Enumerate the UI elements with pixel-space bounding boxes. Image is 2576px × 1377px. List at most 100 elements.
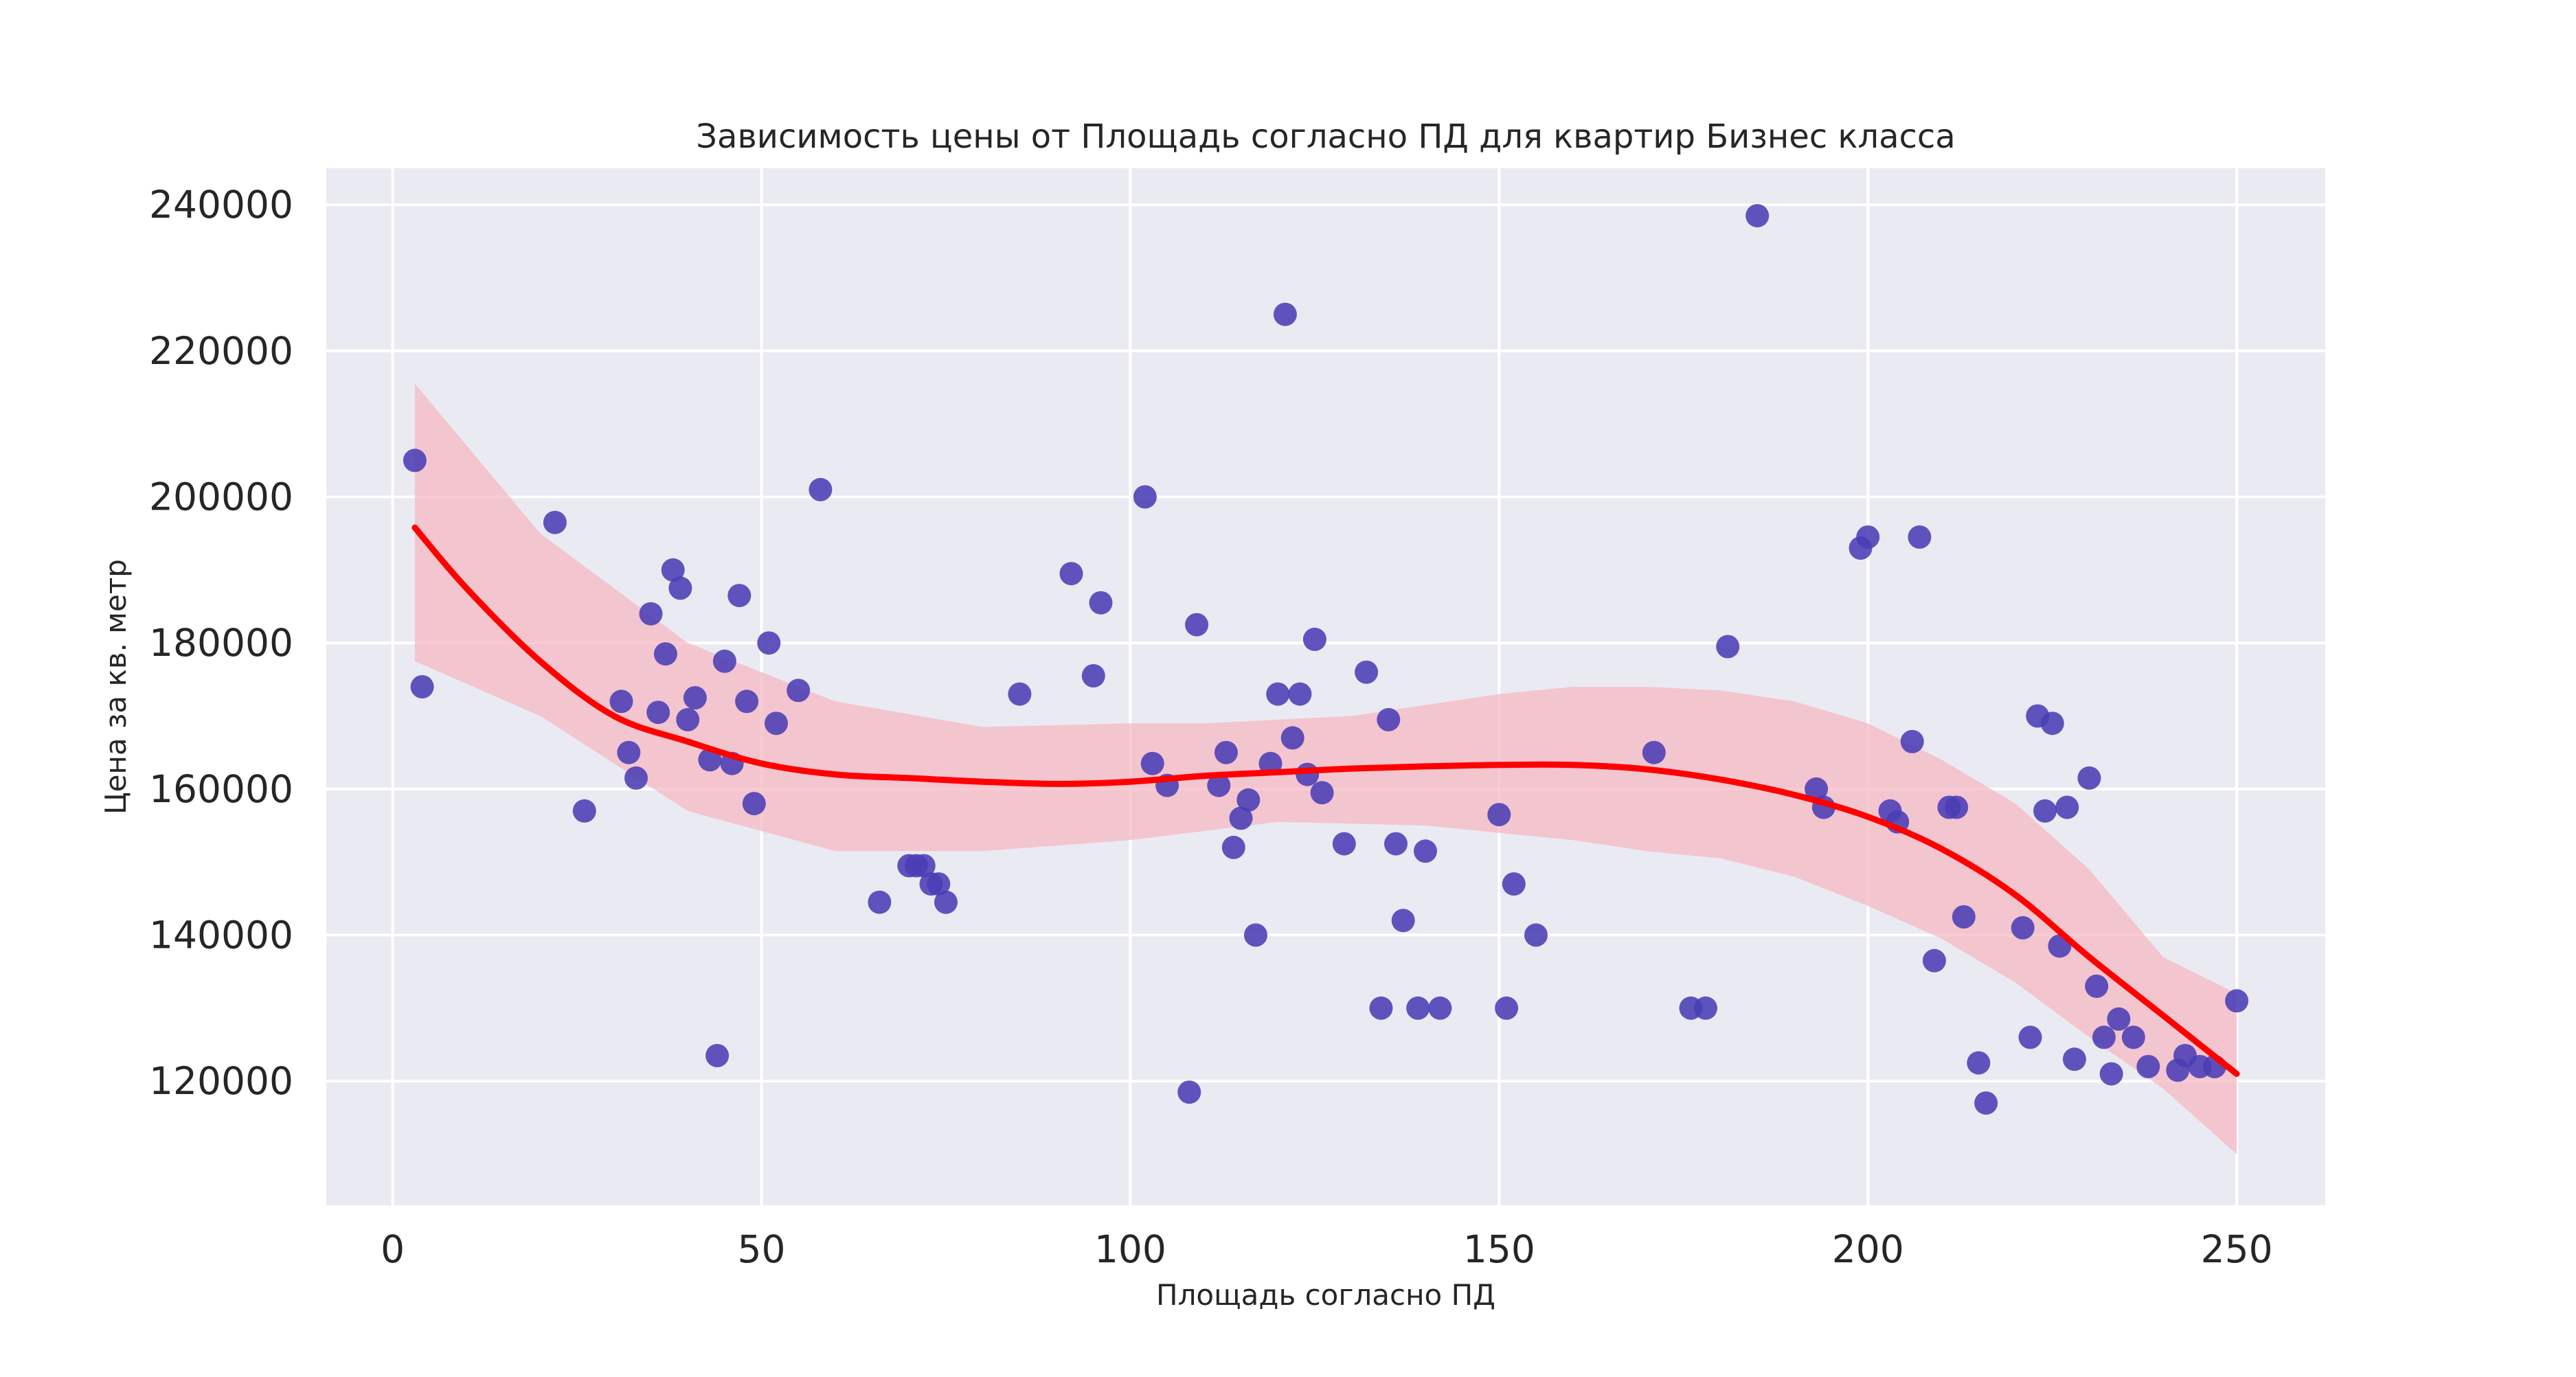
y-tick-label: 120000 bbox=[149, 1059, 293, 1103]
data-point bbox=[1406, 996, 1430, 1020]
data-point bbox=[676, 707, 700, 731]
data-point bbox=[1302, 627, 1326, 651]
data-point bbox=[698, 748, 722, 772]
chart-title: Зависимость цены от Площадь согласно ПД … bbox=[696, 117, 1955, 156]
x-tick-label: 150 bbox=[1463, 1227, 1535, 1271]
data-point bbox=[1369, 996, 1393, 1020]
data-point bbox=[1952, 905, 1976, 929]
data-point bbox=[1214, 740, 1238, 764]
data-point bbox=[1288, 682, 1312, 706]
y-tick-label: 180000 bbox=[149, 621, 293, 665]
data-point bbox=[1922, 948, 1946, 972]
data-point bbox=[2136, 1055, 2160, 1078]
data-point bbox=[868, 890, 892, 914]
data-point bbox=[639, 602, 663, 626]
data-point bbox=[809, 477, 833, 501]
tick-labels: 0 50 100 150 200 250 120000 140000 160000 180000 2… bbox=[149, 183, 2273, 1271]
data-point bbox=[1185, 613, 1209, 637]
y-tick-label: 240000 bbox=[149, 183, 293, 227]
x-tick-label: 250 bbox=[2201, 1227, 2273, 1271]
data-point bbox=[2018, 1025, 2042, 1049]
x-tick-label: 200 bbox=[1832, 1227, 1904, 1271]
data-point bbox=[1081, 664, 1105, 687]
data-point bbox=[2011, 915, 2035, 940]
data-point bbox=[1384, 832, 1408, 856]
data-point bbox=[1642, 740, 1666, 764]
data-point bbox=[742, 792, 766, 816]
data-point bbox=[668, 576, 692, 600]
data-point bbox=[1207, 773, 1231, 797]
data-point bbox=[1945, 795, 1969, 819]
data-point bbox=[2077, 766, 2101, 790]
data-point bbox=[787, 679, 811, 703]
data-point bbox=[1236, 788, 1261, 812]
data-point bbox=[1059, 562, 1083, 586]
data-point bbox=[410, 675, 434, 698]
x-tick-label: 50 bbox=[738, 1227, 786, 1271]
data-point bbox=[1089, 591, 1113, 615]
data-point bbox=[1391, 909, 1415, 933]
data-point bbox=[1487, 803, 1511, 827]
data-point bbox=[2055, 795, 2079, 819]
data-point bbox=[1296, 762, 1320, 786]
data-point bbox=[624, 766, 648, 790]
data-point bbox=[2040, 712, 2064, 736]
data-point bbox=[1856, 525, 1880, 549]
data-point bbox=[1805, 777, 1829, 801]
data-point bbox=[1229, 806, 1253, 830]
y-tick-label: 200000 bbox=[149, 475, 293, 519]
data-point bbox=[1244, 923, 1267, 947]
data-point bbox=[1280, 726, 1304, 750]
trend-layer bbox=[411, 524, 2240, 1078]
data-point bbox=[543, 510, 567, 534]
data-point bbox=[735, 690, 759, 714]
data-point bbox=[617, 740, 641, 764]
data-point bbox=[2062, 1047, 2086, 1071]
data-point bbox=[661, 558, 685, 582]
data-point bbox=[927, 872, 951, 896]
data-point bbox=[1177, 1080, 1201, 1104]
data-point bbox=[2099, 1062, 2123, 1086]
data-point bbox=[2225, 989, 2249, 1013]
x-tick-label: 0 bbox=[381, 1227, 405, 1271]
data-point bbox=[1900, 729, 1924, 753]
data-point bbox=[1355, 660, 1379, 684]
y-tick-label: 220000 bbox=[149, 329, 293, 373]
data-point bbox=[1133, 485, 1157, 509]
data-point bbox=[1310, 781, 1334, 805]
data-point bbox=[1524, 923, 1548, 947]
data-point bbox=[609, 690, 633, 714]
data-point bbox=[1694, 996, 1717, 1020]
data-point bbox=[2092, 1025, 2116, 1049]
data-point bbox=[712, 649, 736, 673]
data-point bbox=[1332, 832, 1356, 856]
data-point bbox=[572, 799, 596, 823]
data-points bbox=[403, 204, 2249, 1115]
data-point bbox=[1974, 1091, 1998, 1115]
data-point bbox=[646, 701, 670, 725]
data-point bbox=[727, 584, 752, 608]
data-point bbox=[2107, 1007, 2131, 1031]
data-point bbox=[1414, 839, 1437, 863]
data-point bbox=[1716, 635, 1740, 659]
data-point bbox=[705, 1044, 730, 1067]
data-point bbox=[934, 890, 958, 914]
data-point bbox=[2033, 799, 2057, 823]
data-point bbox=[1908, 525, 1932, 549]
data-point bbox=[1495, 996, 1519, 1020]
y-tick-label: 160000 bbox=[149, 767, 293, 811]
data-point bbox=[912, 854, 936, 878]
data-point bbox=[1428, 996, 1452, 1020]
y-axis-label: Цена за кв. метр bbox=[99, 559, 133, 815]
data-point bbox=[1377, 707, 1401, 731]
data-point bbox=[653, 642, 677, 666]
y-tick-label: 140000 bbox=[149, 913, 293, 957]
data-point bbox=[765, 712, 788, 736]
x-tick-label: 100 bbox=[1094, 1227, 1166, 1271]
data-point bbox=[1266, 682, 1290, 706]
data-point bbox=[1967, 1051, 1991, 1075]
data-point bbox=[757, 631, 781, 655]
data-point bbox=[1140, 751, 1164, 775]
